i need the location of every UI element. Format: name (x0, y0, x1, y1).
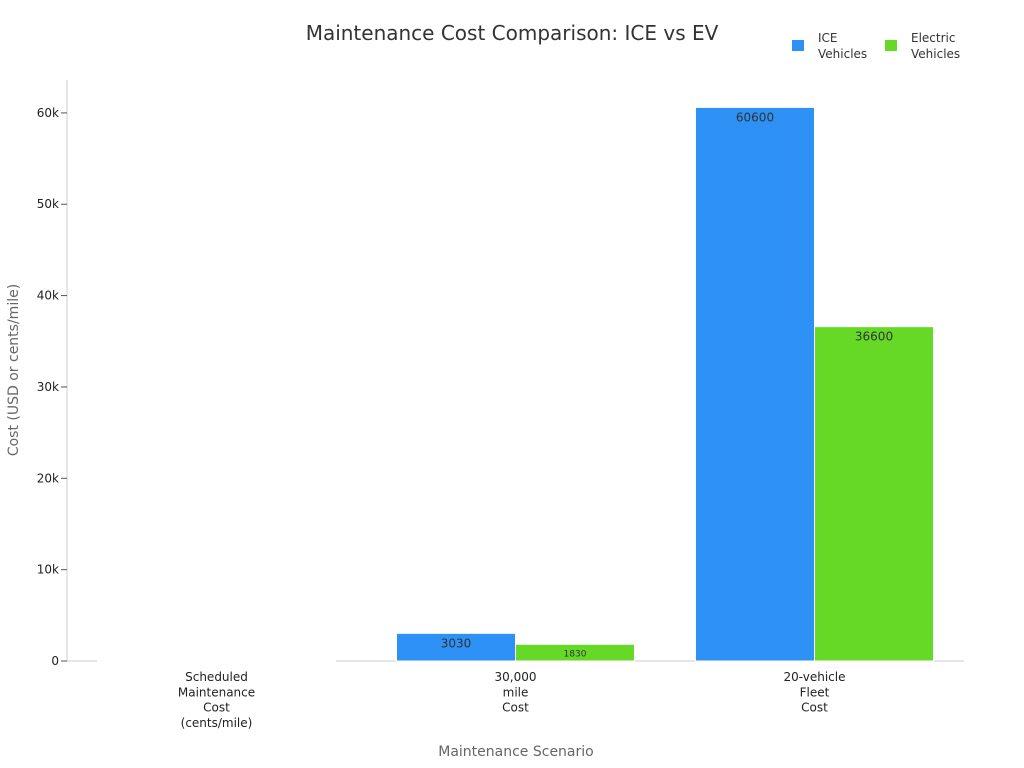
x-category-label: 20-vehicle Fleet Cost (783, 670, 845, 715)
y-tick-label: 40k (37, 289, 59, 303)
y-tick-label: 20k (37, 471, 59, 485)
y-tick-label: 10k (37, 563, 59, 577)
x-category-label: 30,000 mile Cost (495, 670, 537, 715)
bar-ev (515, 643, 635, 662)
y-axis-ticks: 0 10k 20k 30k 40k 50k 60k (37, 106, 67, 668)
legend-label: Electric Vehicles (911, 31, 960, 61)
legend: ICE Vehicles Electric Vehicles (792, 31, 960, 61)
bar-value-label: 3030 (441, 636, 472, 650)
bar-ev (814, 326, 934, 662)
legend-swatch (885, 40, 897, 51)
y-tick-label: 60k (37, 106, 59, 120)
y-tick-label: 50k (37, 197, 59, 211)
x-axis-categories: Scheduled Maintenance Cost (cents/mile) 30,0… (178, 670, 846, 730)
legend-swatch (792, 40, 804, 51)
bar-ice (695, 106, 815, 662)
chart-title: Maintenance Cost Comparison: ICE vs EV (306, 21, 719, 45)
bars (97, 106, 934, 662)
bar-labels: 3030 1830 60600 36600 (441, 110, 893, 659)
y-axis-title: Cost (USD or cents/mile) (6, 284, 22, 456)
bar-value-label: 36600 (855, 330, 893, 344)
y-tick-label: 0 (51, 654, 59, 668)
x-category-label: Scheduled Maintenance Cost (cents/mile) (178, 670, 255, 730)
legend-label: ICE Vehicles (818, 31, 867, 61)
y-tick-label: 30k (37, 380, 59, 394)
bar-value-label: 60600 (736, 110, 774, 124)
bar-value-label: 1830 (564, 650, 587, 660)
x-axis-title: Maintenance Scenario (438, 744, 593, 760)
